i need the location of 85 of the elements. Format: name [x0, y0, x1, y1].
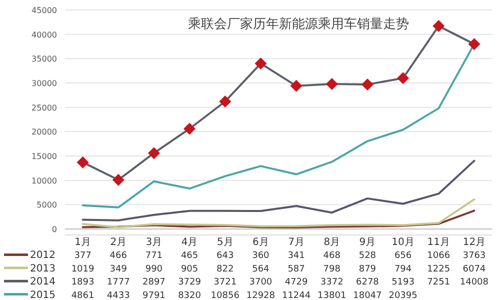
y-tick-label: 25000 [32, 103, 57, 112]
data-label: 349 [110, 264, 128, 274]
point [184, 122, 196, 135]
data-label: 798 [323, 264, 341, 274]
data-label: 466 [110, 251, 128, 262]
data-label: 7251 [427, 278, 450, 288]
data-label: 1019 [71, 264, 95, 274]
data-label: 1893 [71, 278, 94, 288]
data-label: 468 [323, 251, 341, 262]
legend-label: 2012 [30, 250, 56, 262]
text: 乘联会厂家历年新能源乘用车销量走势 [188, 16, 409, 32]
data-label: 3372 [320, 278, 344, 288]
data-label: 990 [145, 264, 163, 274]
point [76, 156, 89, 168]
y-tick-label: 30000 [32, 79, 57, 88]
y-tick-label: 35000 [32, 54, 57, 64]
data-label: 360 [252, 251, 270, 262]
x-tick-label: 6月 [252, 237, 269, 248]
data-label: 4433 [106, 290, 130, 300]
x-tick-label: 9月 [359, 237, 376, 248]
point [432, 20, 445, 32]
data-label: 879 [358, 264, 376, 274]
data-label: 3763 [462, 251, 486, 262]
data-label: 9791 [142, 290, 166, 300]
point [112, 174, 124, 186]
data-label: 341 [288, 251, 305, 262]
data-label: 2897 [142, 278, 166, 288]
data-label: 528 [358, 251, 376, 262]
x-tick-label: 5月 [216, 237, 234, 248]
data-label: 656 [394, 251, 412, 262]
y-tick-label: 20000 [32, 128, 57, 137]
data-label: 465 [180, 251, 198, 262]
y-tick-label: 45000 [32, 6, 57, 15]
data-label: 771 [145, 251, 163, 262]
data-label: 905 [180, 264, 198, 274]
data-label: 1777 [106, 278, 130, 288]
y-tick-label: 10000 [32, 176, 57, 186]
point [290, 80, 302, 92]
data-label: 10856 [210, 290, 240, 300]
point [148, 147, 160, 160]
point [254, 58, 267, 70]
data-label: 587 [288, 264, 305, 274]
y-tick-label: 15000 [32, 152, 57, 161]
data-label: 5193 [392, 278, 414, 288]
y-tick-label: 5000 [36, 200, 57, 210]
data-label: 6278 [356, 278, 380, 288]
data-label: 18047 [353, 290, 382, 300]
legend-label: 2013 [30, 263, 56, 274]
x-tick-label: 3月 [146, 237, 162, 248]
data-label: 3729 [178, 278, 202, 288]
x-tick-label: 10月 [392, 237, 414, 248]
data-label: 1225 [427, 264, 450, 274]
data-label: 3700 [249, 278, 272, 288]
data-label: 822 [216, 264, 234, 274]
data-label: 20395 [388, 290, 418, 300]
data-label: 3721 [214, 278, 237, 288]
data-label: 643 [216, 251, 234, 262]
legend-label: 2015 [30, 290, 56, 300]
data-label: 12928 [246, 290, 276, 300]
data-label: 4861 [71, 290, 94, 300]
data-label: 8320 [178, 290, 202, 300]
data-label: 1066 [427, 251, 450, 262]
y-tick-label: 0 [52, 225, 57, 234]
point [361, 78, 374, 90]
point [219, 95, 232, 108]
x-tick-label: 7月 [288, 237, 304, 248]
data-label: 6074 [462, 264, 486, 274]
y-tick-label: 40000 [32, 30, 57, 40]
point [468, 38, 480, 50]
data-label: 14008 [460, 278, 489, 288]
data-label: 564 [252, 264, 270, 274]
point [397, 72, 410, 84]
x-tick-label: 4月 [181, 237, 198, 248]
x-tick-label: 1月 [74, 237, 91, 248]
data-label: 4729 [284, 278, 308, 288]
data-label: 377 [74, 251, 92, 262]
point [326, 78, 338, 90]
legend-label: 2014 [30, 276, 56, 288]
data-label: 13801 [318, 290, 346, 300]
data-label: 11244 [282, 290, 311, 300]
x-tick-label: 12月 [462, 237, 486, 248]
data-label: 794 [394, 264, 412, 274]
x-tick-label: 2月 [110, 237, 127, 248]
x-tick-label: 11月 [427, 237, 450, 248]
x-tick-label: 8月 [324, 237, 340, 248]
